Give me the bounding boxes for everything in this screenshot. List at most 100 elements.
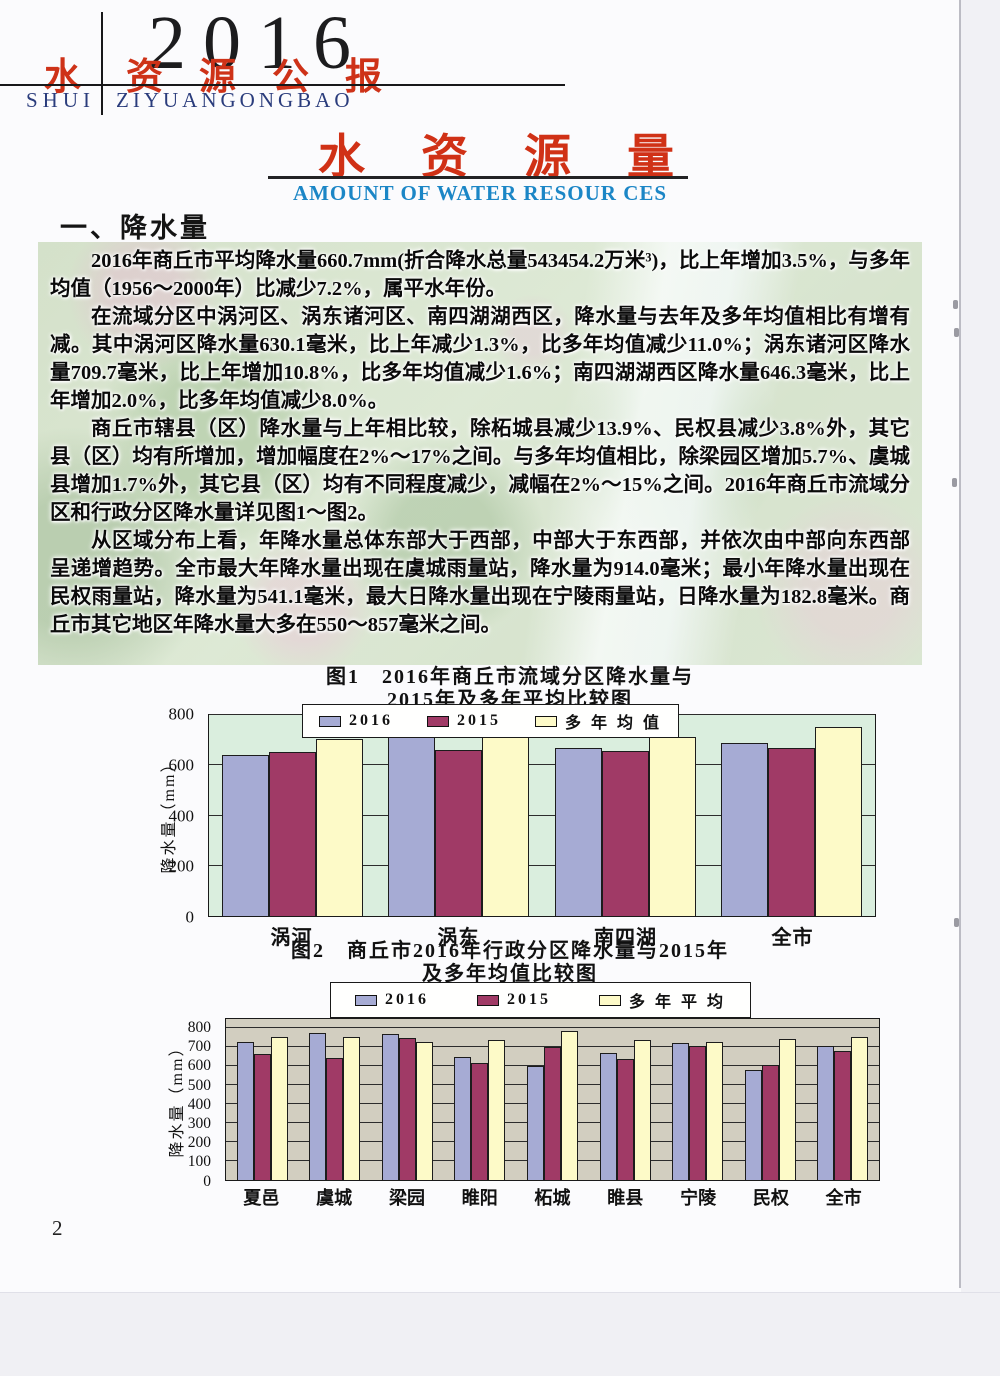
body-text-block: 2016年商丘市平均降水量660.7mm(折合降水总量543454.2万米³)，… <box>38 242 922 665</box>
x-tick-label: 睢县 <box>607 1188 644 1208</box>
masthead-year-overlay: 2016 <box>148 1 368 85</box>
figure1-y-axis-ticks: 0 200 400 600 800 <box>150 706 202 926</box>
bar-2016-涡东 <box>388 732 436 916</box>
gridline <box>226 1027 879 1029</box>
paragraph-2: 在流域分区中涡河区、涡东诸河区、南四湖湖西区，降水量与去年及多年均值相比有增有减… <box>50 306 910 412</box>
bar-group <box>381 1019 433 1180</box>
legend-item: 2015 <box>427 712 501 730</box>
paragraph-4: 从区域分布上看，年降水量总体东部大于西部，中部大于东西部，并依次由中部向东西部呈… <box>50 530 910 636</box>
figure2-plot-area <box>225 1018 880 1181</box>
legend-label: 2015 <box>507 991 551 1008</box>
bar-多年平均-全市 <box>851 1037 869 1180</box>
page-title-en: AMOUNT OF WATER RESOUR CES <box>292 181 668 205</box>
bar-多年均值-南四湖 <box>648 736 696 916</box>
bar-2016-虞城 <box>309 1032 327 1180</box>
figure1-legend: 2016 2015 多 年 均 值 <box>302 704 680 738</box>
figure1-x-axis-labels: 涡河 涡东 南四湖 全市 <box>208 921 876 950</box>
binding-mark <box>953 300 958 309</box>
bar-2015-涡河 <box>268 752 316 916</box>
bar-2016-全市 <box>721 743 769 916</box>
y-tick-label: 700 <box>187 1038 211 1056</box>
legend-label: 2016 <box>349 712 393 729</box>
gridline <box>209 814 875 816</box>
y-tick-label: 100 <box>187 1153 211 1171</box>
bar-2016-梁园 <box>381 1034 399 1180</box>
bar-2015-睢县 <box>616 1059 634 1180</box>
bar-2015-柘城 <box>543 1046 561 1180</box>
bar-2015-民权 <box>761 1065 779 1180</box>
x-tick-label: 全市 <box>771 927 814 949</box>
paragraph-3: 商丘市辖县（区）降水量与上年相比较，除柘城县减少13.9%、民权县减少3.8%外… <box>50 418 910 524</box>
legend-swatch-icon <box>477 994 499 1006</box>
bar-多年平均-柘城 <box>560 1030 578 1180</box>
title-underline <box>268 176 688 179</box>
figure2-x-axis-labels: 夏邑 虞城 梁园 睢阳 柘城 睢县 宁陵 民权 全市 <box>225 1184 880 1210</box>
bar-group <box>526 1019 578 1180</box>
y-tick-label: 600 <box>168 755 195 775</box>
gridline <box>209 864 875 866</box>
bar-2016-夏邑 <box>236 1042 254 1180</box>
figure2-caption-line1: 图2 商丘市2016年行政分区降水量与2015年 <box>291 940 729 962</box>
paragraph-1: 2016年商丘市平均降水量660.7mm(折合降水总量543454.2万米³)，… <box>50 250 910 300</box>
x-tick-label: 南四湖 <box>594 927 657 949</box>
section-heading: 一、降水量 <box>60 213 210 243</box>
bar-2015-虞城 <box>326 1057 344 1180</box>
y-tick-label: 0 <box>203 1172 211 1190</box>
bar-多年均值-涡河 <box>315 738 363 916</box>
bar-2016-睢县 <box>599 1052 617 1180</box>
bar-2015-全市 <box>834 1051 852 1180</box>
masthead-pinyin-shui: SHUI <box>26 88 96 112</box>
y-tick-label: 400 <box>168 806 195 825</box>
y-tick-label: 600 <box>187 1057 211 1075</box>
page-edge-line <box>959 0 961 1288</box>
legend-item: 2016 <box>319 712 393 730</box>
y-tick-label: 400 <box>187 1095 211 1113</box>
x-tick-label: 夏邑 <box>243 1188 280 1208</box>
legend-label: 2015 <box>457 712 501 729</box>
legend-item: 多 年 平 均 <box>599 988 726 1012</box>
bar-group <box>221 715 363 916</box>
bar-group <box>236 1019 288 1180</box>
bar-group <box>599 1019 651 1180</box>
bar-多年均值-涡东 <box>482 724 530 916</box>
bar-group <box>721 715 863 916</box>
page-number: 2 <box>52 1216 63 1240</box>
legend-swatch-icon <box>319 715 341 727</box>
bar-多年平均-虞城 <box>343 1037 361 1180</box>
y-tick-label: 300 <box>187 1114 211 1132</box>
scan-bottom-edge <box>0 1292 1000 1376</box>
legend-swatch-icon <box>355 994 377 1006</box>
figure2-legend: 2016 2015 多 年 平 均 <box>330 982 752 1018</box>
legend-label: 2016 <box>385 991 429 1008</box>
legend-label: 多 年 平 均 <box>629 994 727 1011</box>
bar-group <box>817 1019 869 1180</box>
bar-group <box>388 715 530 916</box>
bar-2015-夏邑 <box>253 1054 271 1180</box>
legend-swatch-icon <box>427 715 449 727</box>
y-tick-label: 200 <box>187 1133 211 1151</box>
bar-group <box>309 1019 361 1180</box>
bar-2015-梁园 <box>398 1038 416 1180</box>
bar-group <box>672 1019 724 1180</box>
masthead-vertical-rule <box>101 12 103 115</box>
legend-item: 2016 <box>355 991 429 1009</box>
bar-2015-南四湖 <box>601 751 649 916</box>
bar-多年平均-睢阳 <box>488 1040 506 1180</box>
bar-group <box>744 1019 796 1180</box>
bar-多年平均-夏邑 <box>270 1037 288 1180</box>
bar-2015-涡东 <box>435 749 483 916</box>
figure2-caption-line2: 及多年均值比较图 <box>422 963 598 985</box>
bar-多年平均-梁园 <box>415 1042 433 1180</box>
y-tick-label: 800 <box>168 704 195 724</box>
bar-2015-全市 <box>768 748 816 916</box>
y-tick-label: 800 <box>187 1018 211 1036</box>
figure1-bar-chart: 降水量（mm） 0 200 400 600 800 涡河 涡东 南四湖 全市 2016 2015… <box>150 702 910 949</box>
bar-2016-宁陵 <box>672 1043 690 1180</box>
bar-2016-民权 <box>744 1069 762 1180</box>
bar-group <box>454 1019 506 1180</box>
x-tick-label: 涡河 <box>270 927 313 949</box>
legend-label: 多 年 均 值 <box>565 715 663 732</box>
x-tick-label: 梁园 <box>388 1188 425 1208</box>
binding-mark <box>954 328 959 337</box>
